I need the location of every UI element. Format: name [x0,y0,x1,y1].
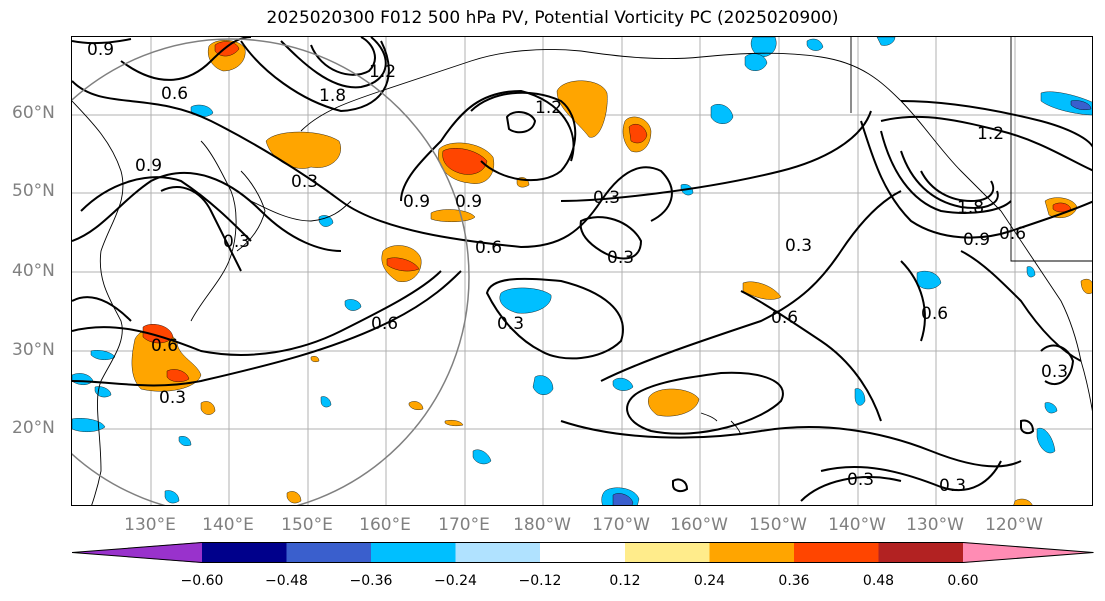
contour-label: 0.6 [475,238,502,258]
colorbar-tick: 0.12 [609,573,641,589]
contour-label: 0.3 [159,388,186,408]
map-canvas: 0.9 0.6 1.8 1.2 0.9 0.3 0.9 0.9 1.2 0.3 … [72,37,1092,505]
colorbar-seg-2 [286,542,371,563]
contour-label: 0.3 [593,188,620,208]
colorbar-seg-8 [794,542,879,563]
contour-label: 0.3 [1041,362,1068,382]
contour-label: 0.6 [161,84,188,104]
contour-label: 1.8 [957,198,984,218]
lon-label-150w: 150°W [749,515,807,535]
contour-label: 0.6 [921,304,948,324]
colorbar-segments [72,542,1094,563]
contour-label: 0.3 [785,236,812,256]
colorbar-tick: −0.36 [349,573,393,589]
colorbar-seg-5 [540,542,625,563]
contour-label: 1.8 [319,86,346,106]
contour-label: 1.2 [977,124,1004,144]
colorbar-tick: 0.48 [862,573,895,589]
colorbar-seg-9 [878,542,963,563]
lon-label-170e: 170°E [438,515,490,535]
contour-label: 0.3 [939,476,966,496]
colorbar-seg-0 [72,542,202,563]
contour-label: 0.3 [291,172,318,192]
lat-label-30n: 30°N [12,340,55,360]
lon-label-140w: 140°W [828,515,886,535]
colorbar-seg-10 [963,542,1094,563]
contour-labels: 0.9 0.6 1.8 1.2 0.9 0.3 0.9 0.9 1.2 0.3 … [87,40,1068,496]
colorbar-tick: 0.24 [693,573,726,589]
lon-label-160w: 160°W [670,515,728,535]
colorbar-outline [72,542,1094,563]
map-title: 2025020300 F012 500 hPa PV, Potential Vo… [266,8,839,28]
contour-label: 0.9 [87,40,114,60]
colorbar-seg-1 [202,542,287,563]
lon-label-170w: 170°W [592,515,650,535]
colorbar-seg-4 [455,542,540,563]
contour-label: 0.3 [497,314,524,334]
positive-anomalies [131,40,1092,505]
contour-label: 1.2 [369,62,396,82]
contour-label: 0.6 [151,336,178,356]
lat-label-20n: 20°N [12,418,55,438]
contour-label: 0.9 [403,192,430,212]
lon-label-140e: 140°E [202,515,254,535]
contour-label: 0.9 [455,192,482,212]
lat-label-60n: 60°N [12,103,55,123]
contour-label: 0.6 [999,224,1026,244]
lat-label-50n: 50°N [12,181,55,201]
map-panel: 0.9 0.6 1.8 1.2 0.9 0.3 0.9 0.9 1.2 0.3 … [71,36,1093,506]
colorbar-seg-3 [371,542,456,563]
lat-label-40n: 40°N [12,261,55,281]
colorbar-seg-6 [625,542,710,563]
lon-label-130e: 130°E [124,515,176,535]
contour-label: 1.2 [535,98,562,118]
contour-label: 0.9 [135,156,162,176]
lon-label-160e: 160°E [359,515,411,535]
colorbar-tick: −0.60 [180,573,224,589]
colorbar-tick: 0.36 [778,573,810,589]
lon-label-130w: 130°W [906,515,964,535]
lon-label-180w: 180°W [513,515,571,535]
lon-label-150e: 150°E [281,515,333,535]
colorbar-tick: −0.12 [518,573,562,589]
contour-label: 0.3 [607,248,634,268]
circle-overlay [72,38,470,505]
contour-label: 0.6 [371,314,398,334]
contour-label: 0.3 [847,470,874,490]
coastlines [72,37,1092,505]
contour-label: 0.3 [223,232,250,252]
colorbar-tick: −0.24 [434,573,477,589]
contour-label: 0.9 [963,230,990,250]
colorbar-seg-7 [709,542,794,563]
lon-label-120w: 120°W [985,515,1043,535]
contour-label: 0.6 [771,308,798,328]
colorbar-tick: 0.60 [947,573,979,589]
colorbar [72,542,1094,563]
colorbar-tick: −0.48 [265,573,308,589]
